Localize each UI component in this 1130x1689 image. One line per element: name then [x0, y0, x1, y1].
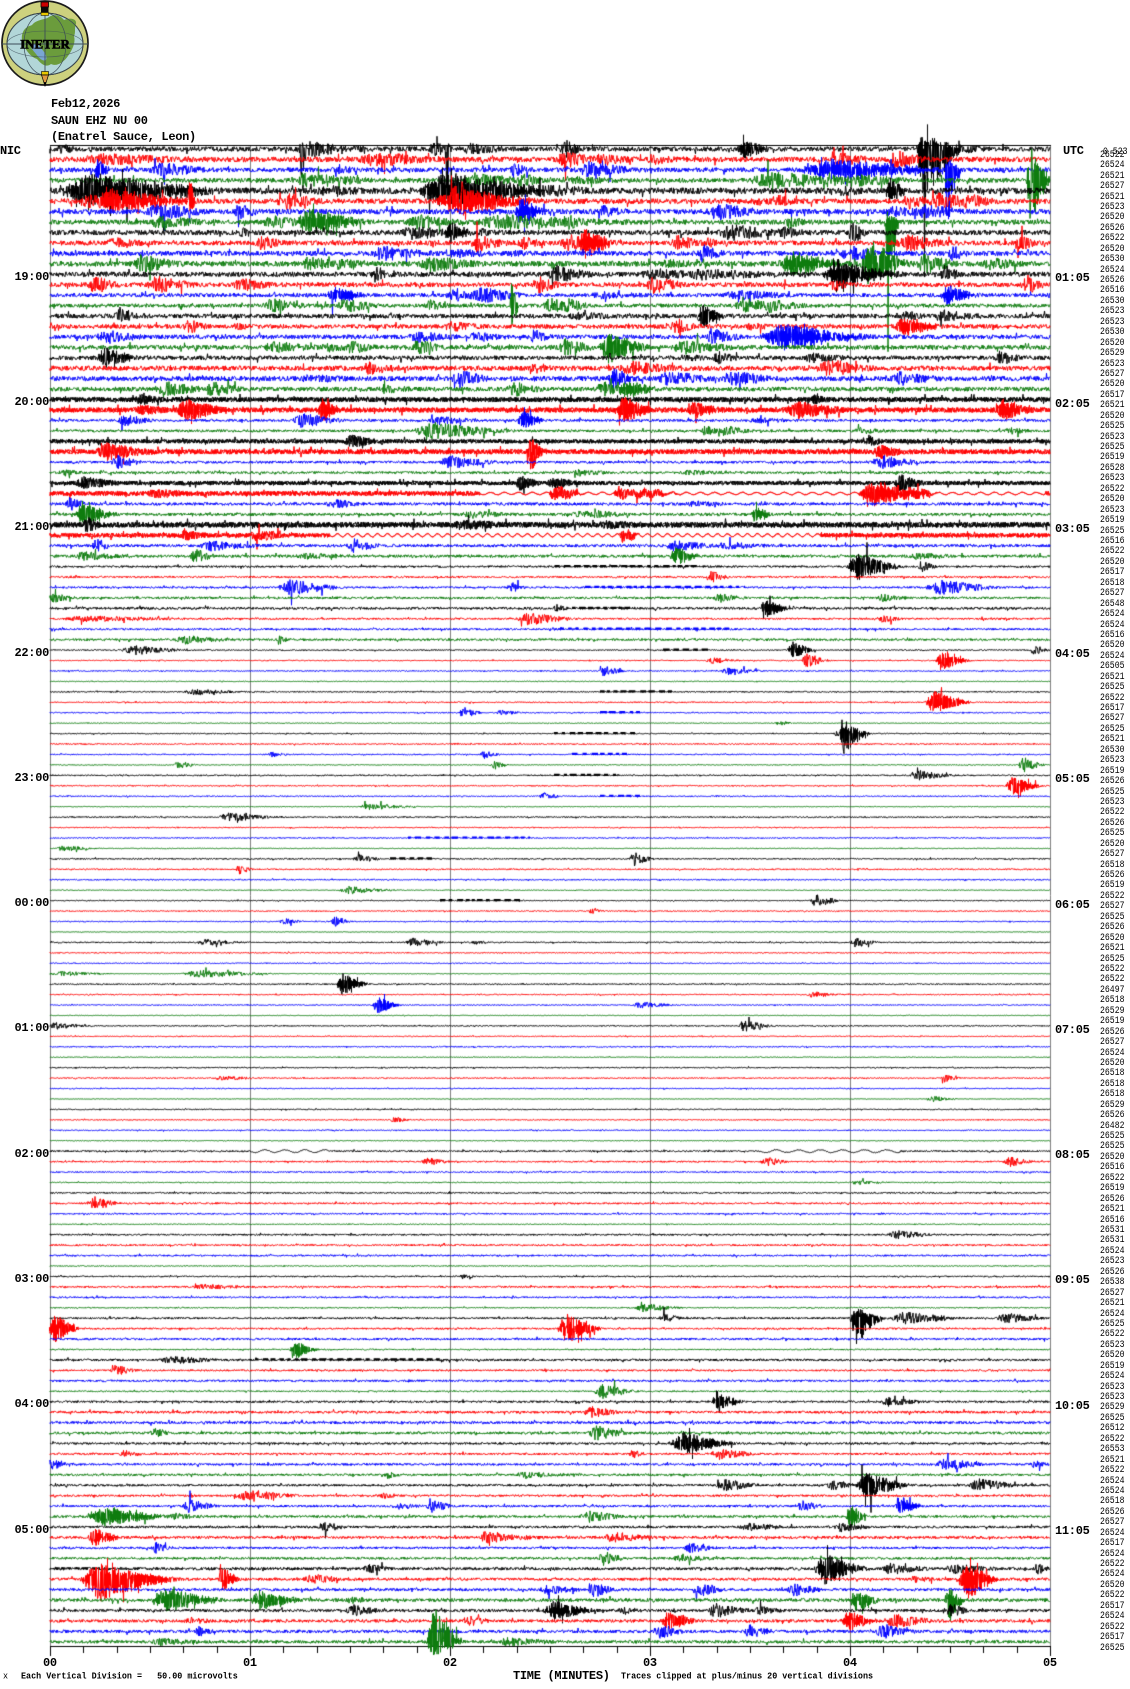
svg-text:INETER: INETER — [20, 37, 70, 52]
